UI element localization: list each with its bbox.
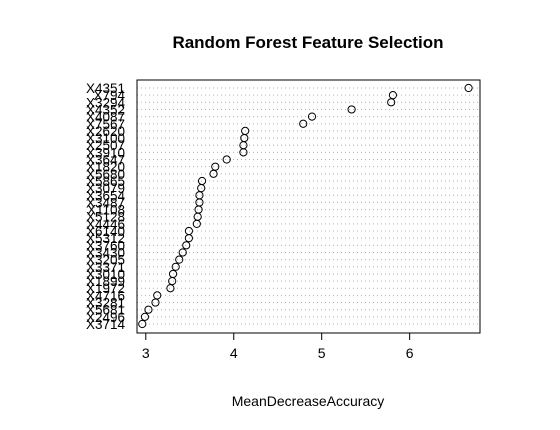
data-point: [307, 112, 317, 121]
category-label: X3430: [86, 245, 125, 260]
category-label: X3647: [86, 153, 125, 168]
data-point: [138, 319, 147, 329]
category-label: X4351: [86, 81, 125, 96]
data-point: [209, 169, 218, 178]
category-label: X4352: [86, 102, 125, 117]
category-label: X5680: [86, 167, 125, 182]
category-label: X3910: [86, 145, 125, 160]
category-label: X3205: [86, 253, 125, 268]
data-points: [138, 83, 473, 329]
category-label: X3079: [86, 181, 125, 196]
data-point: [171, 262, 180, 271]
category-label: X5128: [86, 210, 125, 225]
category-label: X794: [93, 88, 125, 103]
data-point: [222, 155, 231, 164]
x-tick-label: 4: [230, 345, 238, 361]
data-point: [387, 98, 396, 107]
data-point: [140, 312, 150, 321]
category-label: X4446: [86, 217, 125, 232]
category-label: X3294: [86, 95, 126, 110]
chart-title: Random Forest Feature Selection: [172, 33, 443, 52]
x-axis-label: MeanDecreaseAccuracy: [232, 393, 385, 409]
category-labels: X4351X794X3294X4352X4087X7567X2620X3100X…: [86, 81, 126, 332]
data-point: [184, 226, 193, 236]
category-label: X5681: [86, 303, 125, 318]
data-point: [182, 241, 191, 250]
category-label: X3010: [86, 267, 125, 282]
data-point: [151, 298, 160, 307]
data-point: [388, 91, 398, 100]
category-label: X4087: [86, 110, 125, 125]
category-label: X1820: [86, 160, 125, 175]
guide-lines: [137, 87, 480, 325]
data-point: [464, 83, 473, 93]
category-label: X1972: [86, 281, 125, 296]
data-point: [184, 234, 193, 243]
x-tick-label: 5: [318, 345, 326, 361]
category-label: X3371: [86, 260, 125, 275]
category-label: X4716: [86, 288, 125, 303]
category-label: X3760: [86, 238, 125, 253]
data-point: [197, 176, 207, 186]
category-label: X1108: [87, 203, 125, 218]
category-label: X2620: [86, 124, 125, 139]
category-label: X5312: [86, 231, 125, 246]
x-tick-label: 6: [406, 345, 414, 361]
category-label: X1899: [86, 274, 125, 289]
data-point: [175, 255, 184, 264]
x-tick-label: 3: [142, 345, 150, 361]
x-axis: 3 4 5 6: [142, 332, 414, 361]
category-label: X7567: [86, 117, 125, 132]
data-point: [166, 284, 175, 293]
category-label: X3487: [86, 195, 125, 210]
data-point: [299, 119, 308, 128]
category-label: X5865: [86, 174, 125, 189]
category-label: X2507: [86, 138, 125, 153]
category-label: X3714: [86, 317, 126, 332]
data-point: [239, 148, 248, 157]
data-point: [192, 219, 201, 228]
data-point: [347, 105, 356, 114]
data-point: [144, 305, 153, 314]
category-label: X6140: [86, 224, 125, 239]
category-label: X3281: [86, 296, 125, 311]
category-label: X3654: [86, 188, 126, 203]
category-label: X2496: [86, 310, 125, 325]
data-point: [178, 248, 187, 257]
category-label: X3100: [86, 131, 125, 146]
